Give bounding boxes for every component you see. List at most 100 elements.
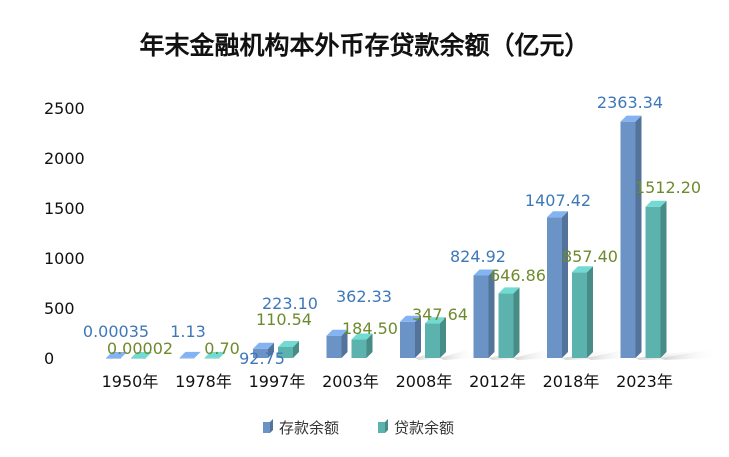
bar-side (293, 340, 299, 358)
bar-side (660, 200, 667, 358)
bar-front (400, 321, 415, 358)
y-tick-label: 500 (44, 299, 75, 318)
bar-side (513, 287, 520, 358)
bar-front (204, 357, 220, 359)
legend-swatch (263, 422, 270, 433)
bar-loan (131, 352, 152, 359)
data-label-loan: 347.64 (412, 305, 468, 324)
bar-front (498, 293, 514, 358)
bar-front (179, 357, 195, 359)
bar-loan (572, 266, 593, 358)
data-label-deposit: 0.00035 (83, 322, 149, 341)
bar-front (620, 121, 636, 358)
bar-shadow (660, 350, 718, 360)
bar-deposit (473, 269, 495, 358)
data-label-deposit: 2363.34 (597, 93, 663, 112)
bar-deposit (400, 315, 421, 358)
bar-front (425, 323, 440, 358)
bar-loan (498, 287, 520, 358)
bar-front (326, 335, 342, 358)
x-tick-label: 1978年 (175, 372, 232, 391)
data-label-deposit: 824.92 (450, 247, 506, 266)
bar-loan (351, 333, 373, 358)
bar-deposit (106, 351, 127, 359)
legend-swatch (378, 422, 385, 433)
bar-top (131, 352, 152, 358)
bar-deposit (620, 115, 642, 358)
bar-shadow (440, 350, 477, 360)
data-label-deposit: 92.75 (239, 349, 285, 368)
data-label-loan: 646.86 (490, 266, 546, 285)
y-tick-label: 0 (44, 349, 54, 368)
bar-loan (278, 340, 299, 358)
bar-side (366, 333, 373, 358)
bar-front (473, 275, 489, 358)
bar-shadow (513, 350, 556, 360)
legend-label: 贷款余额 (394, 419, 454, 437)
chart-title: 年末金融机构本外币存贷款余额（亿元） (139, 31, 590, 60)
data-label-deposit: 362.33 (336, 287, 392, 306)
legend-label: 存款余额 (279, 419, 339, 437)
bar-deposit (179, 351, 201, 359)
bar-front (645, 206, 661, 358)
bar-side (440, 317, 446, 358)
x-tick-label: 2018年 (543, 372, 600, 391)
data-label-deposit: 1407.42 (525, 191, 591, 210)
bar-top (253, 342, 274, 349)
bar-front (351, 339, 367, 358)
bar-side (635, 115, 642, 358)
legend-item-deposit: 存款余额 (263, 419, 339, 437)
bar-deposit (326, 329, 348, 358)
legend-item-loan: 贷款余额 (378, 419, 454, 437)
bar-front (131, 358, 146, 359)
bar-deposit (253, 342, 274, 358)
bar-top (278, 340, 299, 347)
legend-swatch-side (270, 419, 273, 433)
bar-top (351, 333, 373, 340)
bar-top (106, 351, 127, 358)
data-label-loan: 0.00002 (107, 339, 173, 358)
bar-side (415, 315, 421, 358)
y-tick-label: 1000 (44, 249, 85, 268)
bar-front (253, 348, 268, 358)
y-tick-label: 2500 (44, 99, 85, 118)
bar-front (572, 272, 587, 358)
bar-top (473, 269, 495, 276)
bar-front (106, 357, 121, 359)
data-label-loan: 110.54 (256, 310, 312, 329)
bar-top (547, 211, 568, 218)
bar-side (194, 351, 201, 358)
bar-top (400, 315, 421, 322)
bar-side (488, 269, 495, 358)
bar-top (326, 329, 348, 336)
data-label-loan: 0.70 (204, 339, 240, 358)
x-tick-label: 1950年 (102, 372, 159, 391)
x-tick-label: 2012年 (469, 372, 526, 391)
data-label-loan: 184.50 (342, 319, 398, 338)
bar-front (278, 346, 293, 358)
y-tick-label: 2000 (44, 149, 85, 168)
bar-side (587, 266, 593, 358)
bar-loan (425, 317, 446, 358)
bar-top (425, 317, 446, 324)
legend-swatch-side (385, 419, 388, 433)
bar-side (562, 211, 568, 358)
bar-deposit (547, 211, 568, 358)
bar-side (268, 342, 274, 358)
x-tick-label: 2008年 (396, 372, 453, 391)
x-tick-label: 2023年 (616, 372, 673, 391)
bar-side (219, 351, 226, 358)
data-label-deposit: 223.10 (262, 294, 318, 313)
x-tick-label: 1997年 (249, 372, 306, 391)
bar-loan (645, 200, 667, 358)
bar-top (572, 266, 593, 273)
bar-top (204, 351, 226, 358)
bar-top (645, 200, 667, 207)
bar-loan (204, 351, 226, 359)
data-label-deposit: 1.13 (170, 322, 206, 341)
bar-top (179, 351, 201, 358)
bar-side (341, 329, 348, 358)
data-label-loan: 857.40 (562, 247, 618, 266)
